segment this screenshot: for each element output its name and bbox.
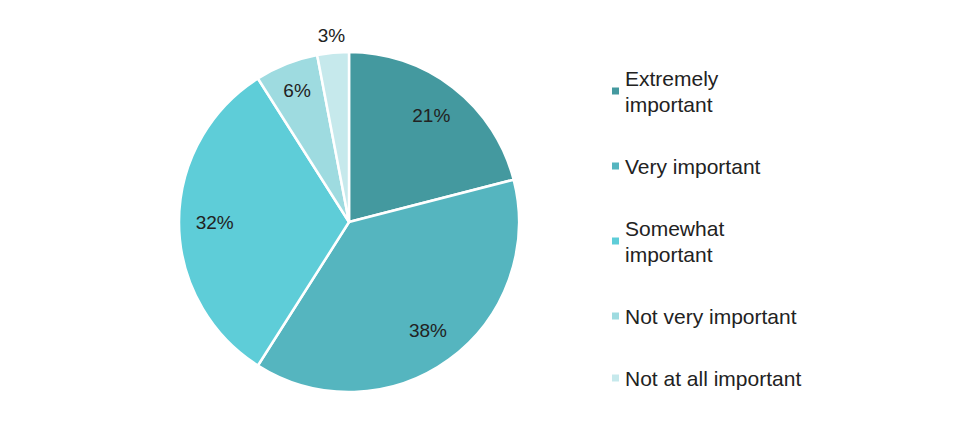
svg-text:Somewhat: Somewhat [625, 217, 730, 240]
svg-text:21%: 21% [412, 105, 450, 126]
svg-text:Not very important: Not very important [625, 305, 797, 328]
svg-text:Extremely: Extremely [625, 67, 724, 90]
svg-text:32%: 32% [196, 212, 234, 233]
svg-text:Not at all important: Not at all important [625, 367, 801, 390]
svg-text:3%: 3% [318, 25, 346, 46]
svg-text:6%: 6% [283, 80, 311, 101]
svg-text:important: important [625, 93, 713, 116]
svg-text:38%: 38% [409, 320, 447, 341]
svg-text:important: important [625, 243, 713, 266]
svg-text:Very important: Very important [625, 155, 761, 178]
